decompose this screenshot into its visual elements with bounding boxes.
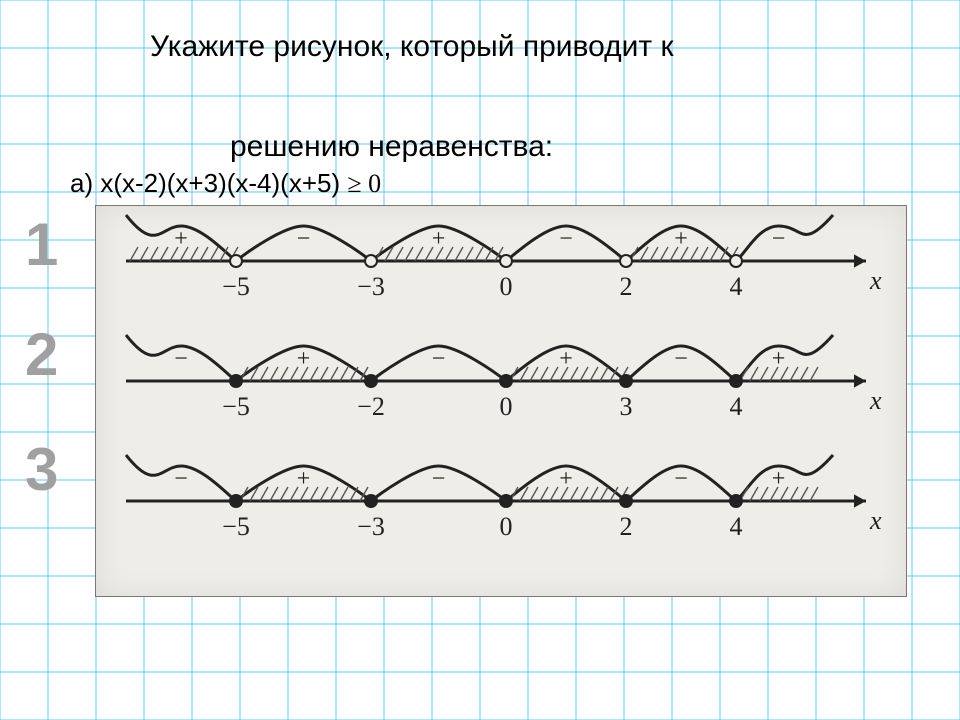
diagram-box: x + − + − + − −5 −3 0 2 4 x − + − + − + −5 −2 0 3 4 x − + − + − + −5 −3 0… (95, 205, 907, 597)
svg-text:+: + (559, 466, 573, 492)
svg-text:−3: −3 (357, 512, 385, 541)
title-line-2: решению неравенства: (230, 130, 553, 164)
svg-text:+: + (174, 226, 188, 252)
svg-text:0: 0 (500, 272, 513, 301)
svg-text:−5: −5 (222, 512, 250, 541)
option-1-label: 1 (25, 210, 58, 279)
svg-text:x: x (869, 266, 882, 295)
svg-text:0: 0 (500, 512, 513, 541)
svg-text:2: 2 (620, 512, 633, 541)
svg-text:+: + (772, 346, 786, 372)
svg-text:−3: −3 (357, 272, 385, 301)
page: { "background": { "page_size": [960, 720… (0, 0, 960, 720)
svg-text:−: − (297, 226, 311, 252)
svg-text:−: − (674, 346, 688, 372)
svg-text:−: − (432, 466, 446, 492)
svg-text:+: + (297, 346, 311, 372)
svg-text:−: − (674, 466, 688, 492)
option-2-label: 2 (25, 320, 58, 389)
svg-text:+: + (559, 346, 573, 372)
svg-text:+: + (674, 226, 688, 252)
svg-text:−5: −5 (222, 392, 250, 421)
title-line-1: Укажите рисунок, который приводит к (150, 30, 674, 64)
svg-text:0: 0 (500, 392, 513, 421)
svg-text:x: x (869, 506, 882, 535)
svg-text:+: + (432, 226, 446, 252)
svg-text:−: − (432, 346, 446, 372)
svg-text:2: 2 (620, 272, 633, 301)
svg-text:−: − (174, 466, 188, 492)
svg-text:−2: −2 (357, 392, 385, 421)
problem-statement: а) х(х-2)(х+3)(х-4)(х+5) ≥ 0 (70, 168, 381, 199)
svg-text:4: 4 (730, 392, 743, 421)
svg-text:−5: −5 (222, 272, 250, 301)
svg-text:+: + (772, 466, 786, 492)
option-3-label: 3 (25, 435, 58, 504)
problem-relation: ≥ 0 (347, 169, 381, 198)
problem-prefix: а) х(х-2)(х+3)(х-4)(х+5) (70, 168, 347, 198)
svg-text:x: x (869, 386, 882, 415)
diagram-svg: x + − + − + − −5 −3 0 2 4 x − + − + − + −5 −2 0 3 4 x − + − + − + −5 −3 0… (96, 206, 906, 596)
svg-text:4: 4 (730, 512, 743, 541)
svg-text:−: − (559, 226, 573, 252)
svg-text:+: + (297, 466, 311, 492)
svg-text:3: 3 (620, 392, 633, 421)
svg-text:−: − (772, 226, 786, 252)
svg-text:−: − (174, 346, 188, 372)
svg-text:4: 4 (730, 272, 743, 301)
